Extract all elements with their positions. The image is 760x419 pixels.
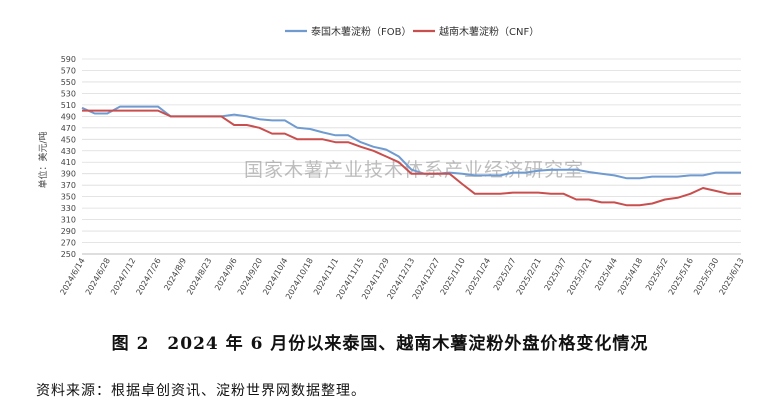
y-tick-label: 470 (61, 124, 76, 133)
y-tick-label: 370 (61, 181, 76, 190)
x-tick-label: 2025/5/2 (644, 257, 670, 293)
series-lines (81, 105, 741, 207)
x-tick-label: 2024/8/9 (162, 257, 188, 293)
x-tick-label: 2025/3/21 (565, 257, 593, 297)
x-tick-label: 2024/10/4 (261, 257, 289, 297)
data-source-note: 资料来源：根据卓创资讯、淀粉世界网数据整理。 (36, 383, 366, 399)
series-line-2 (82, 109, 741, 207)
y-tick-label: 310 (61, 216, 76, 225)
x-tick-label: 2024/8/23 (185, 257, 213, 297)
legend-label: 泰国木薯淀粉（FOB） (311, 25, 411, 38)
x-tick-label: 2025/2/7 (492, 257, 518, 293)
x-tick-label: 2024/11/1 (312, 257, 340, 297)
y-axis-ticks: 250 270 290 310 330 350 370 390 410 430 450 470 490 5… (61, 55, 76, 259)
y-tick-label: 430 (61, 147, 76, 156)
x-tick-label: 2024/6/28 (84, 257, 112, 297)
x-tick-label: 2025/1/10 (439, 257, 467, 297)
figure-caption: 图 2 2024 年 6 月份以来泰国、越南木薯淀粉外盘价格变化情况 (111, 334, 649, 354)
x-tick-label: 2024/10/18 (284, 257, 315, 301)
y-tick-label: 270 (61, 239, 76, 248)
y-tick-label: 550 (61, 78, 76, 87)
x-tick-label: 2025/4/18 (616, 257, 644, 297)
y-tick-label: 590 (61, 55, 76, 64)
x-tick-label: 2025/2/21 (515, 257, 543, 297)
line-chart: 250 270 290 310 330 350 370 390 410 430 450 470 490 5… (37, 25, 746, 301)
x-tick-label: 2025/6/13 (717, 257, 745, 297)
x-tick-label: 2025/3/7 (543, 257, 569, 293)
x-tick-label: 2025/5/16 (667, 257, 695, 297)
y-tick-label: 410 (61, 158, 76, 167)
x-tick-label: 2025/5/30 (692, 257, 720, 297)
y-tick-label: 510 (61, 101, 76, 110)
x-tick-label: 2024/6/14 (58, 257, 86, 297)
y-tick-label: 250 (61, 250, 76, 259)
x-tick-label: 2024/12/27 (411, 257, 442, 301)
x-tick-label: 2024/7/26 (134, 257, 162, 297)
chart-container: 250 270 290 310 330 350 370 390 410 430 450 470 490 5… (37, 25, 746, 301)
y-tick-label: 490 (61, 112, 76, 121)
y-tick-label: 530 (61, 89, 76, 98)
legend-label: 越南木薯淀粉（CNF） (439, 25, 539, 38)
y-tick-label: 350 (61, 193, 76, 202)
y-tick-label: 330 (61, 204, 76, 213)
gridlines (82, 58, 741, 255)
legend: 泰国木薯淀粉（FOB） 越南木薯淀粉（CNF） (285, 25, 539, 38)
y-tick-label: 390 (61, 170, 76, 179)
x-tick-label: 2024/9/20 (236, 257, 264, 297)
y-axis-label: 单位：美元/吨 (37, 131, 49, 188)
y-tick-label: 570 (61, 66, 76, 75)
y-tick-label: 290 (61, 227, 76, 236)
x-tick-label: 2025/4/4 (593, 257, 619, 293)
x-tick-label: 2025/1/24 (464, 257, 492, 297)
x-tick-label: 2024/7/12 (109, 257, 137, 297)
x-tick-label: 2024/9/6 (213, 257, 239, 293)
y-tick-label: 450 (61, 135, 76, 144)
